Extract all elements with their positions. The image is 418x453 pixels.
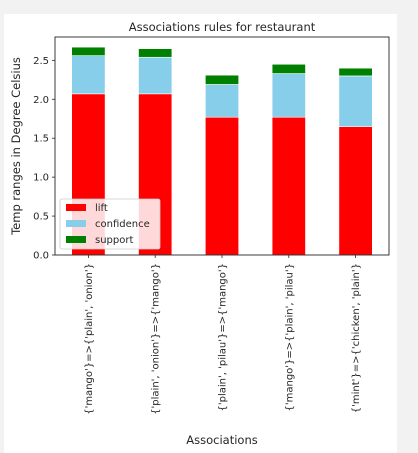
bar-lift-4 [338, 126, 373, 256]
legend-swatch-support [66, 236, 86, 243]
bar-support-0 [71, 46, 106, 56]
bars-group [71, 46, 373, 256]
y-tick-label-3: 1.5 [33, 134, 49, 145]
bar-lift-3 [271, 116, 306, 256]
bar-confidence-2 [205, 84, 240, 118]
y-tick-label-0: 0.0 [33, 251, 49, 262]
y-tick-label-5: 2.5 [33, 56, 49, 67]
legend-label-support: support [95, 235, 133, 246]
legend: lift confidence support [59, 198, 161, 250]
bar-support-1 [138, 48, 173, 58]
x-tick-label-3: {'mango'}=>{'plain', 'pilau'} [284, 263, 295, 411]
legend-swatch-confidence [66, 220, 86, 227]
bar-confidence-4 [338, 75, 373, 127]
bar-support-2 [205, 74, 240, 85]
bar-confidence-1 [138, 56, 173, 95]
y-tick-label-1: 0.5 [33, 212, 49, 223]
legend-label-confidence: confidence [95, 219, 150, 230]
legend-label-lift: lift [95, 203, 108, 214]
legend-swatch-lift [66, 204, 86, 211]
x-tick-label-1: {'plain', 'onion'}=>{'mango'} [151, 263, 162, 415]
x-tick-label-2: {'plain', 'pilau'}=>{'mango'} [218, 263, 229, 411]
x-tick-label-4: {'mint'}=>{'chicken', 'plain'} [351, 263, 362, 413]
y-axis-ticks: 0.0 0.5 1.0 1.5 2.0 2.5 [33, 56, 55, 262]
bar-confidence-3 [271, 73, 306, 118]
plot-frame [54, 36, 390, 256]
x-axis-title: Associations [186, 433, 257, 447]
y-tick-label-2: 1.0 [33, 173, 49, 184]
bar-support-3 [271, 63, 306, 74]
bar-support-4 [338, 67, 373, 77]
y-axis-title: Temp ranges in Degree Celsius [9, 57, 23, 236]
y-tick-label-4: 2.0 [33, 95, 49, 106]
chart-title: Associations rules for restaurant [129, 20, 316, 34]
bar-confidence-0 [71, 55, 106, 95]
x-axis-ticks: {'mango'}=>{'plain', 'onion'} {'plain', '… [84, 255, 362, 415]
bar-lift-2 [205, 116, 240, 256]
x-tick-label-0: {'mango'}=>{'plain', 'onion'} [84, 263, 95, 415]
